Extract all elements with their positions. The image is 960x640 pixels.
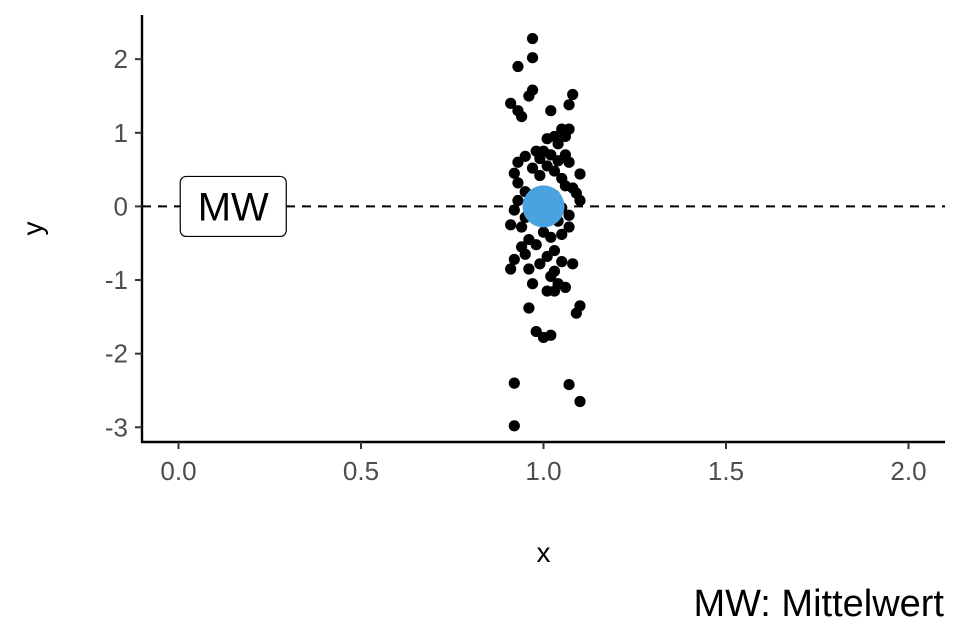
data-point	[534, 152, 546, 165]
data-point	[508, 377, 520, 389]
data-point	[552, 155, 564, 167]
data-point	[516, 221, 528, 233]
data-point	[545, 231, 557, 243]
data-point	[534, 258, 546, 270]
data-point	[552, 138, 564, 150]
data-point	[516, 110, 528, 123]
data-point	[526, 52, 539, 64]
data-point	[508, 253, 520, 266]
data-point	[505, 97, 517, 109]
x-tick-label: 1.0	[525, 456, 561, 486]
data-point	[556, 228, 568, 240]
data-point	[545, 270, 557, 282]
y-tick-label: -3	[105, 412, 128, 442]
x-tick-label: 0.5	[343, 456, 379, 486]
x-axis-title: x	[537, 537, 551, 568]
data-point	[534, 169, 546, 182]
data-point	[505, 219, 517, 231]
data-point	[537, 331, 550, 344]
data-point	[541, 133, 553, 145]
data-point	[526, 32, 539, 45]
x-tick-label: 0.0	[160, 456, 196, 486]
data-point	[505, 263, 517, 275]
data-point	[512, 194, 524, 207]
data-point	[512, 60, 524, 73]
mean-annotation: MW	[179, 175, 287, 238]
x-axis-ticks: 0.0 0.5 1.0 1.5 2.0	[160, 442, 927, 486]
data-point	[563, 99, 575, 111]
data-point	[567, 88, 579, 101]
data-point	[523, 302, 535, 314]
data-point	[523, 90, 535, 102]
data-point	[563, 378, 575, 391]
data-point	[541, 285, 553, 297]
data-point	[548, 165, 561, 177]
chart-caption: MW: Mittelwert	[693, 583, 944, 625]
data-point	[563, 209, 575, 221]
data-point	[559, 130, 572, 143]
data-point	[545, 105, 557, 117]
data-point	[563, 156, 575, 168]
y-tick-label: 2	[114, 44, 128, 74]
data-point	[559, 281, 572, 293]
data-point	[530, 239, 542, 251]
y-axis-title: y	[17, 222, 48, 236]
annotation-box	[179, 175, 287, 238]
x-tick-label: 2.0	[890, 456, 926, 486]
data-point	[567, 258, 579, 270]
data-points	[505, 32, 586, 432]
data-point	[574, 168, 586, 180]
data-point	[512, 177, 524, 189]
data-point	[541, 250, 553, 263]
data-point	[526, 162, 539, 174]
data-point	[512, 156, 524, 168]
data-point	[556, 256, 568, 268]
data-point	[526, 278, 539, 290]
data-point	[574, 395, 586, 408]
y-tick-label: 1	[114, 118, 128, 148]
data-point	[570, 307, 582, 319]
data-point	[508, 167, 520, 179]
data-point	[519, 248, 531, 260]
data-point	[563, 221, 575, 233]
mean-point	[522, 185, 565, 228]
data-point	[508, 420, 520, 432]
annotation-label: MW	[198, 185, 269, 229]
data-point	[574, 194, 586, 207]
x-tick-label: 1.5	[708, 456, 744, 486]
y-tick-label: -2	[105, 339, 128, 369]
data-point	[523, 263, 535, 275]
y-tick-label: -1	[105, 265, 128, 295]
y-tick-label: 0	[114, 191, 128, 221]
y-axis-ticks: 2 1 0 -1 -2 -3	[105, 44, 142, 442]
